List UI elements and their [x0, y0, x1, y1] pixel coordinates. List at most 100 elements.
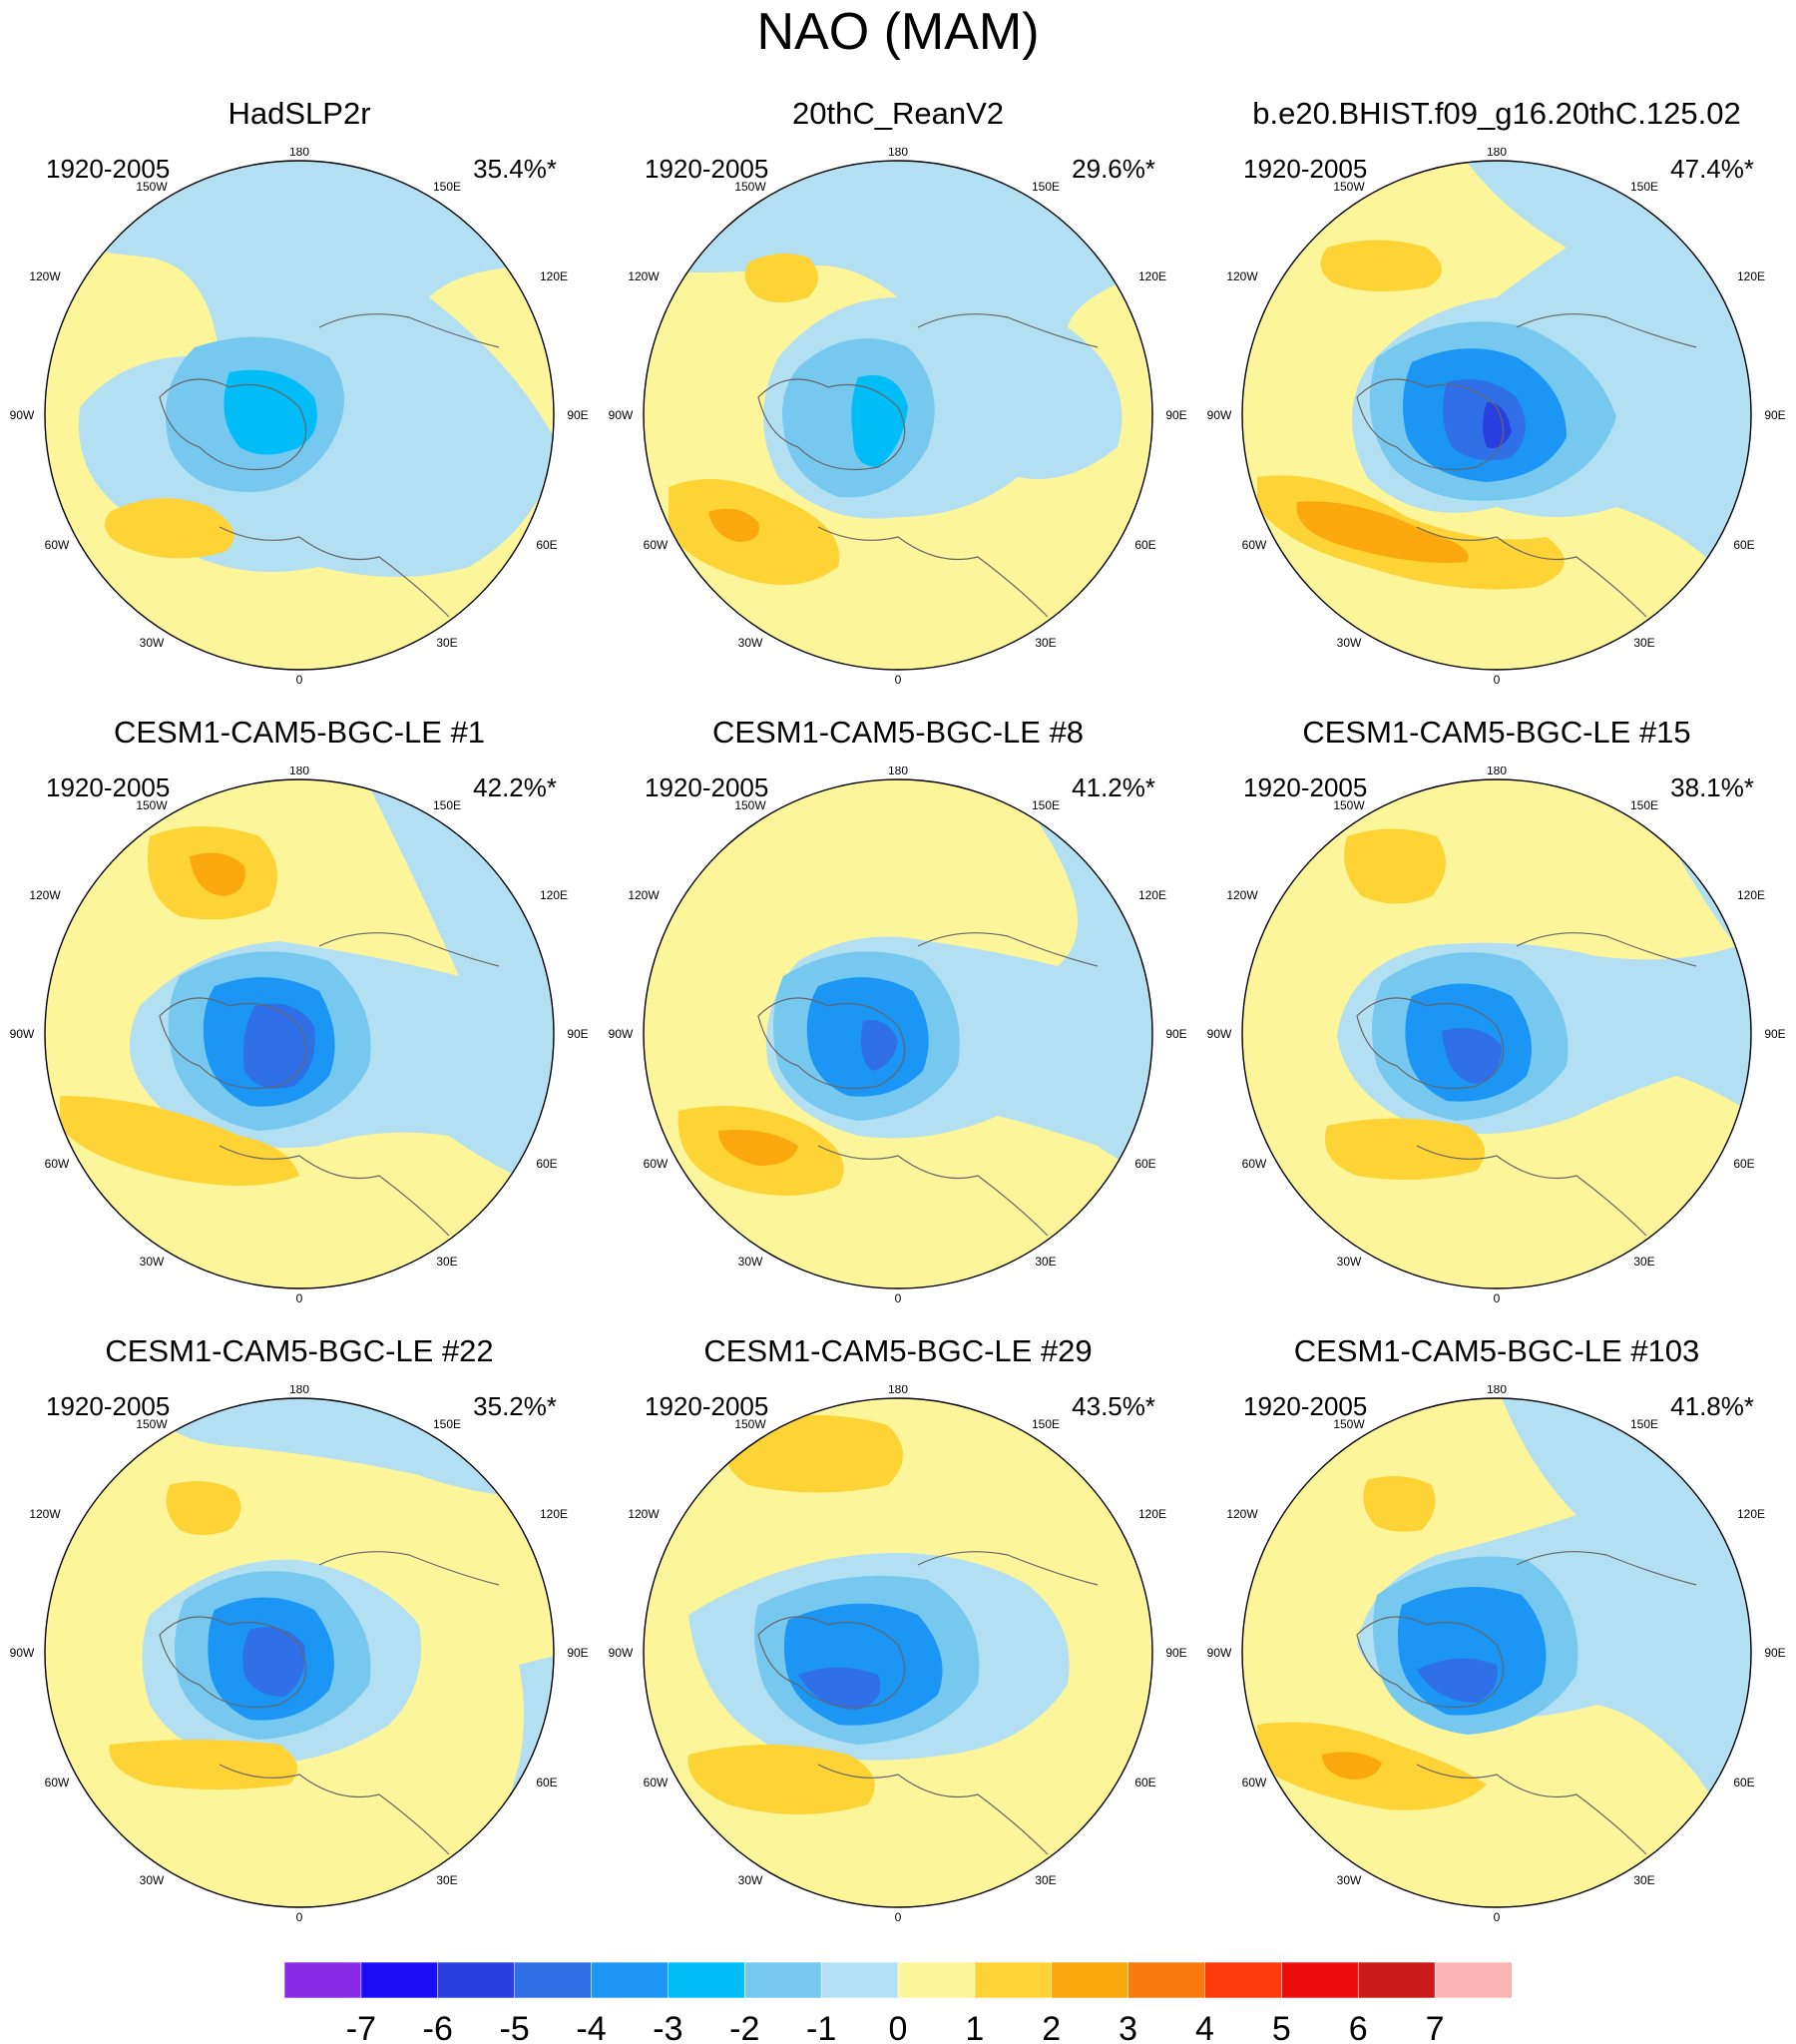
polar-map: 180 150E 120E 90E 60E 30E 0 30W 60W 90W …	[609, 1385, 1187, 1924]
lon-label: 30E	[1035, 1873, 1056, 1887]
figure-title: NAO (MAM)	[756, 3, 1040, 61]
panel-percent-variance: 29.6%*	[1072, 154, 1155, 184]
lon-label: 90E	[1165, 408, 1186, 422]
lon-label: 150W	[136, 798, 168, 812]
lon-label: 180	[1487, 148, 1507, 159]
map-border	[44, 778, 555, 1289]
lon-label: 30W	[140, 636, 165, 650]
colorbar-box	[1204, 1962, 1283, 1999]
lon-label: 120W	[29, 1507, 61, 1521]
lon-label: 120W	[1226, 1507, 1258, 1521]
colorbar-label: 1	[965, 2010, 984, 2044]
positive-region	[190, 852, 245, 896]
lon-label: 90E	[1165, 1646, 1186, 1660]
lon-label: 150E	[1630, 798, 1658, 812]
longitude-labels: 180 150E 120E 90E 60E 30E 0 30W 60W 90W …	[609, 148, 1187, 687]
lon-label: 150E	[1032, 798, 1060, 812]
lon-label: 90W	[10, 408, 35, 422]
lon-label: 0	[296, 1910, 303, 1924]
colorbar-box	[514, 1962, 593, 1999]
polar-map: 180 150E 120E 90E 60E 30E 0 30W 60W 90W …	[1207, 766, 1786, 1305]
panel-percent-variance: 43.5%*	[1072, 1391, 1155, 1421]
colorbar-box	[360, 1962, 439, 1999]
map-border	[1241, 1397, 1752, 1908]
lon-label: 150W	[1333, 1417, 1365, 1431]
lon-label: 60E	[536, 1157, 557, 1171]
polar-map: 180 150E 120E 90E 60E 30E 0 30W 60W 90W …	[10, 1385, 589, 1924]
panel-percent-variance: 41.2%*	[1072, 772, 1155, 802]
polar-map: 180 150E 120E 90E 60E 30E 0 30W 60W 90W …	[609, 148, 1187, 687]
lon-label: 0	[895, 1291, 902, 1305]
lon-label: 30W	[1337, 1255, 1362, 1269]
colorbar-box	[591, 1962, 670, 1999]
panel-period: 1920-2005	[46, 154, 171, 184]
lon-label: 150E	[433, 180, 461, 194]
lon-label: 60W	[1242, 538, 1267, 552]
map-border	[643, 160, 1153, 671]
lon-label: 150E	[433, 1417, 461, 1431]
coastlines	[757, 932, 1099, 1237]
lon-label: 120W	[628, 269, 660, 283]
lon-label: 0	[296, 673, 303, 687]
lon-label: 120W	[29, 888, 61, 902]
colorbar-box	[820, 1962, 899, 1999]
longitude-labels: 180 150E 120E 90E 60E 30E 0 30W 60W 90W …	[10, 766, 589, 1305]
lon-label: 30E	[1035, 1255, 1056, 1269]
colorbar-label: -7	[346, 2010, 376, 2044]
colorbar-label: 3	[1119, 2010, 1137, 2044]
lon-label: 30W	[1337, 636, 1362, 650]
lon-label: 60W	[644, 538, 669, 552]
polar-map: 180 150E 120E 90E 60E 30E 0 30W 60W 90W …	[609, 766, 1187, 1305]
lon-label: 150E	[1630, 1417, 1658, 1431]
lon-label: 150E	[1630, 180, 1658, 194]
colorbar-box	[1357, 1962, 1436, 1999]
lon-label: 60W	[45, 1776, 70, 1789]
longitude-labels: 180 150E 120E 90E 60E 30E 0 30W 60W 90W …	[609, 766, 1187, 1305]
map-panel-bhist: b.e20.BHIST.f09_g16.20thC.125.02 1920-20…	[1197, 96, 1796, 715]
negative-region	[1417, 1658, 1498, 1703]
panel-percent-variance: 35.4%*	[473, 154, 557, 184]
positive-region	[109, 1740, 297, 1789]
colorbar-box	[1127, 1962, 1206, 1999]
panel-title: CESM1-CAM5-BGC-LE #8	[711, 715, 1085, 750]
lon-label: 60E	[1733, 1157, 1754, 1171]
colorbar-label: 6	[1349, 2010, 1368, 2044]
map-panel-20thc-reanv2: 20thC_ReanV2 1920-2005 29.6%* 180 150E 1…	[599, 96, 1197, 715]
map-panel-le-29: CESM1-CAM5-BGC-LE #29 1920-2005 43.5%* 1…	[599, 1333, 1197, 1952]
coastlines	[1356, 313, 1697, 618]
colorbar-box	[897, 1962, 976, 1999]
positive-region	[718, 1130, 798, 1166]
polar-map: 180 150E 120E 90E 60E 30E 0 30W 60W 90W …	[10, 766, 589, 1305]
lon-label: 180	[289, 1385, 309, 1396]
panel-period: 1920-2005	[46, 1391, 171, 1421]
lon-label: 120E	[1737, 888, 1765, 902]
panel-percent-variance: 47.4%*	[1670, 154, 1754, 184]
lon-label: 60E	[1134, 1776, 1155, 1789]
lon-label: 30E	[1633, 1873, 1654, 1887]
panel-title: CESM1-CAM5-BGC-LE #15	[1302, 715, 1691, 750]
lon-label: 60W	[644, 1157, 669, 1171]
positive-region	[687, 1745, 875, 1814]
lon-label: 150E	[433, 798, 461, 812]
panel-period: 1920-2005	[645, 154, 769, 184]
lon-label: 60E	[536, 538, 557, 552]
lon-label: 150E	[1032, 180, 1060, 194]
coastlines	[159, 1551, 500, 1855]
lon-label: 90W	[609, 408, 634, 422]
panel-percent-variance: 42.2%*	[473, 772, 557, 802]
colorbar-label: 4	[1195, 2010, 1214, 2044]
coastlines	[757, 313, 1099, 618]
lon-label: 150W	[136, 1417, 168, 1431]
lon-label: 120E	[1737, 269, 1765, 283]
lon-label: 60E	[1733, 1776, 1754, 1789]
colorbar-label: 7	[1426, 2010, 1445, 2044]
lon-label: 180	[888, 148, 908, 159]
panel-percent-variance: 35.2%*	[473, 1391, 557, 1421]
lon-label: 60E	[1134, 1157, 1155, 1171]
negative-region	[860, 1020, 898, 1071]
lon-label: 150W	[734, 798, 766, 812]
lon-label: 30E	[1633, 636, 1654, 650]
map-border	[643, 778, 1153, 1289]
lon-label: 60E	[1733, 538, 1754, 552]
coastlines	[159, 313, 500, 618]
